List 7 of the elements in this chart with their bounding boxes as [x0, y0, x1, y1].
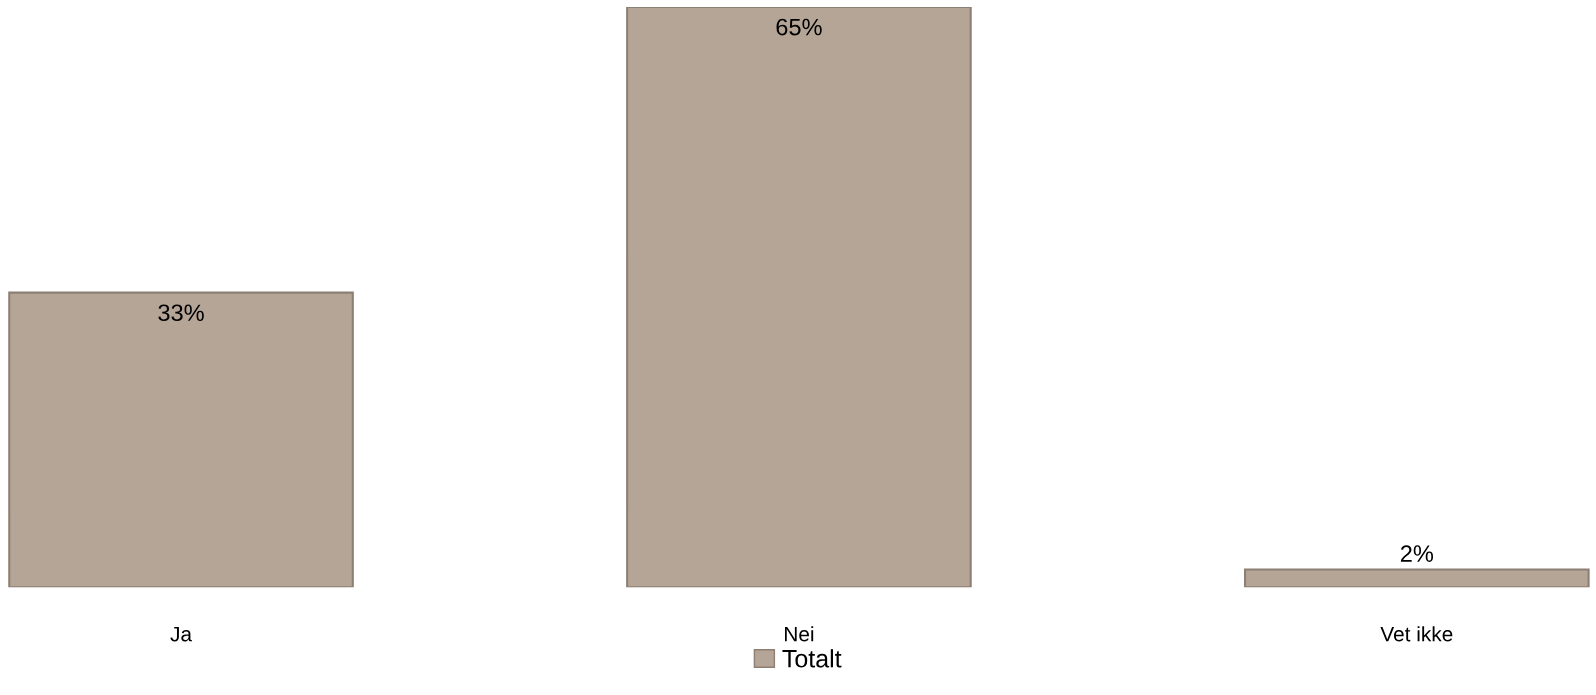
- x-tick-label: Nei: [785, 626, 814, 642]
- data-label: 2%: [1400, 545, 1434, 562]
- legend-label: Totalt: [782, 649, 842, 668]
- data-label: 65%: [776, 18, 822, 36]
- data-label: 33%: [158, 304, 204, 322]
- x-tick-label: Ja: [170, 626, 193, 642]
- x-tick-label: Vet ikke: [1380, 626, 1453, 642]
